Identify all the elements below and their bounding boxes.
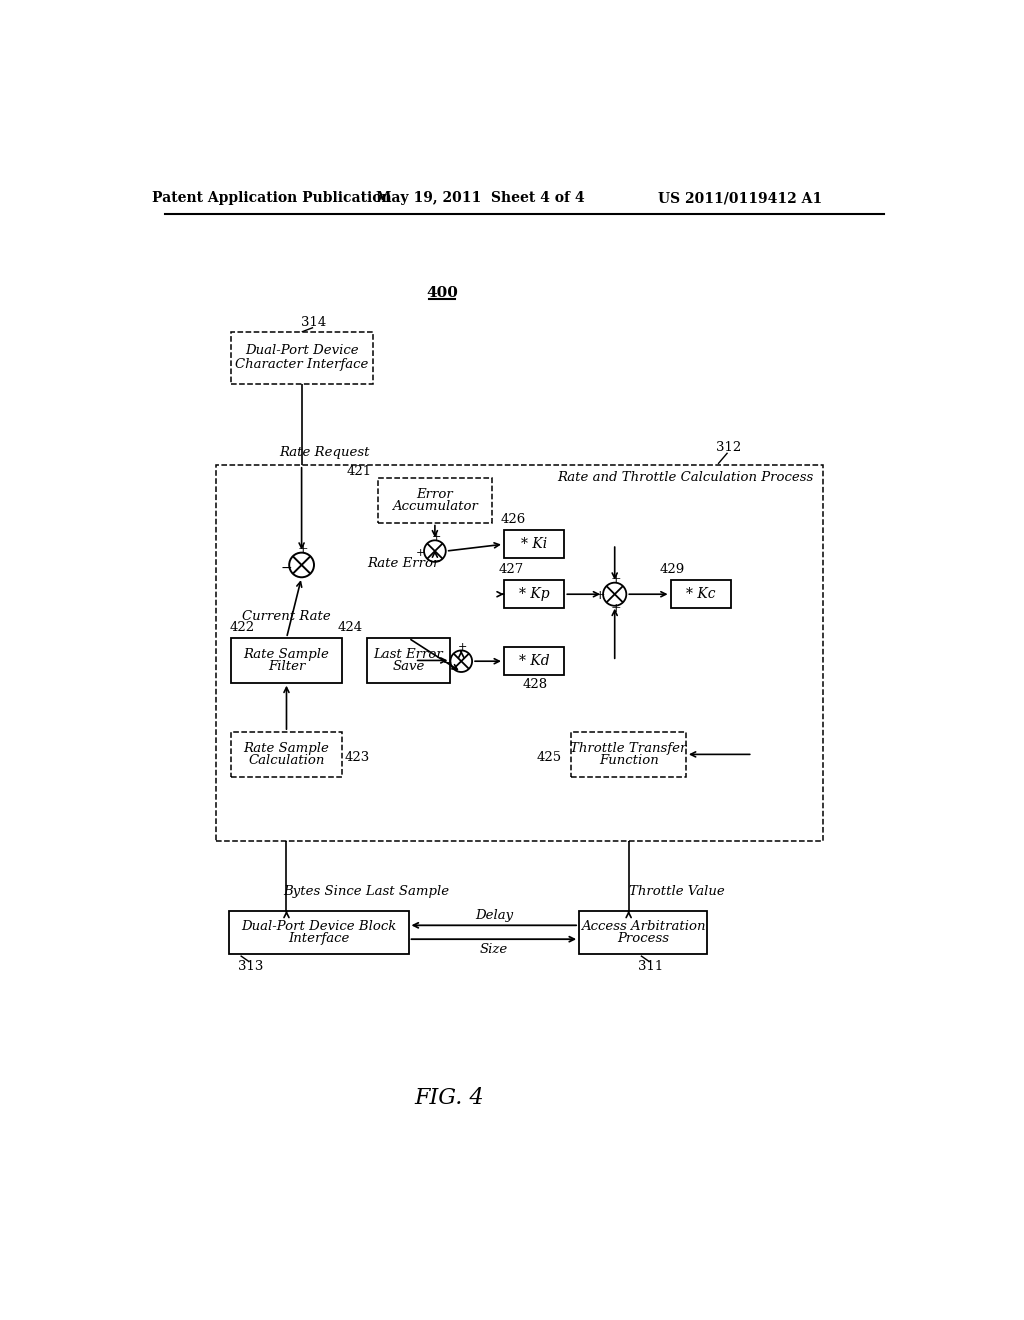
Text: Bytes Since Last Sample: Bytes Since Last Sample [283,884,450,898]
Text: Rate Sample: Rate Sample [244,742,330,755]
Text: 400: 400 [426,286,458,300]
Text: 422: 422 [229,620,255,634]
Circle shape [603,582,627,606]
Text: Interface: Interface [288,932,349,945]
Text: Dual-Port Device: Dual-Port Device [245,345,358,358]
Bar [504,531,564,558]
Text: FIG. 4: FIG. 4 [415,1086,484,1109]
Text: 428: 428 [522,677,548,690]
Text: Access Arbitration: Access Arbitration [581,920,706,933]
Bar [504,581,564,609]
Bar [378,478,493,523]
Text: 427: 427 [499,564,524,576]
Text: Size: Size [479,944,508,957]
Text: Rate Error: Rate Error [367,557,439,570]
Text: +: + [298,543,308,556]
Bar [504,647,564,675]
Text: −: − [281,561,292,576]
Text: +: + [417,548,426,557]
Text: +: + [432,532,441,543]
Text: Process: Process [617,932,669,945]
Text: Patent Application Publication: Patent Application Publication [152,191,391,206]
Text: 424: 424 [338,620,362,634]
Text: Current Rate: Current Rate [242,610,331,623]
Text: 311: 311 [638,960,664,973]
Bar [231,638,342,682]
Text: Accumulator: Accumulator [392,500,478,513]
Text: Throttle Value: Throttle Value [629,884,724,898]
Text: * Kp: * Kp [519,587,550,601]
Circle shape [289,553,314,577]
Text: Function: Function [599,754,658,767]
Bar [216,465,823,841]
Text: * Kc: * Kc [686,587,716,601]
Text: Error: Error [417,487,454,500]
Text: 429: 429 [659,564,685,576]
Circle shape [424,540,445,562]
Text: 313: 313 [238,960,263,973]
Text: +: + [611,573,622,586]
Circle shape [451,651,472,672]
Text: Throttle Transfer: Throttle Transfer [570,742,687,755]
Text: Dual-Port Device Block: Dual-Port Device Block [241,920,396,933]
Bar [231,733,342,776]
Text: 425: 425 [537,751,562,764]
Text: Calculation: Calculation [248,754,325,767]
Text: −: − [442,657,452,668]
Text: Rate Sample: Rate Sample [244,648,330,661]
Text: Filter: Filter [268,660,305,673]
Text: +: + [595,589,605,602]
Bar [228,911,409,954]
Bar [671,581,731,609]
Text: Save: Save [392,660,425,673]
Text: Character Interface: Character Interface [236,358,369,371]
Text: Last Error: Last Error [374,648,443,661]
Text: 426: 426 [501,513,525,527]
Text: 423: 423 [345,751,370,764]
Text: +: + [611,602,622,615]
Text: 312: 312 [716,441,741,454]
Bar [571,733,686,776]
Bar [231,331,373,384]
Text: May 19, 2011  Sheet 4 of 4: May 19, 2011 Sheet 4 of 4 [376,191,585,206]
Text: Delay: Delay [475,908,513,921]
Bar [579,911,707,954]
Bar [367,638,451,682]
Text: Rate and Throttle Calculation Process: Rate and Throttle Calculation Process [558,471,814,483]
Text: +: + [458,643,468,652]
Text: US 2011/0119412 A1: US 2011/0119412 A1 [658,191,822,206]
Text: * Ki: * Ki [521,537,547,552]
Text: 421: 421 [347,465,372,478]
Text: 314: 314 [301,315,327,329]
Text: * Kd: * Kd [519,655,550,668]
Text: Rate Request: Rate Request [280,446,370,459]
